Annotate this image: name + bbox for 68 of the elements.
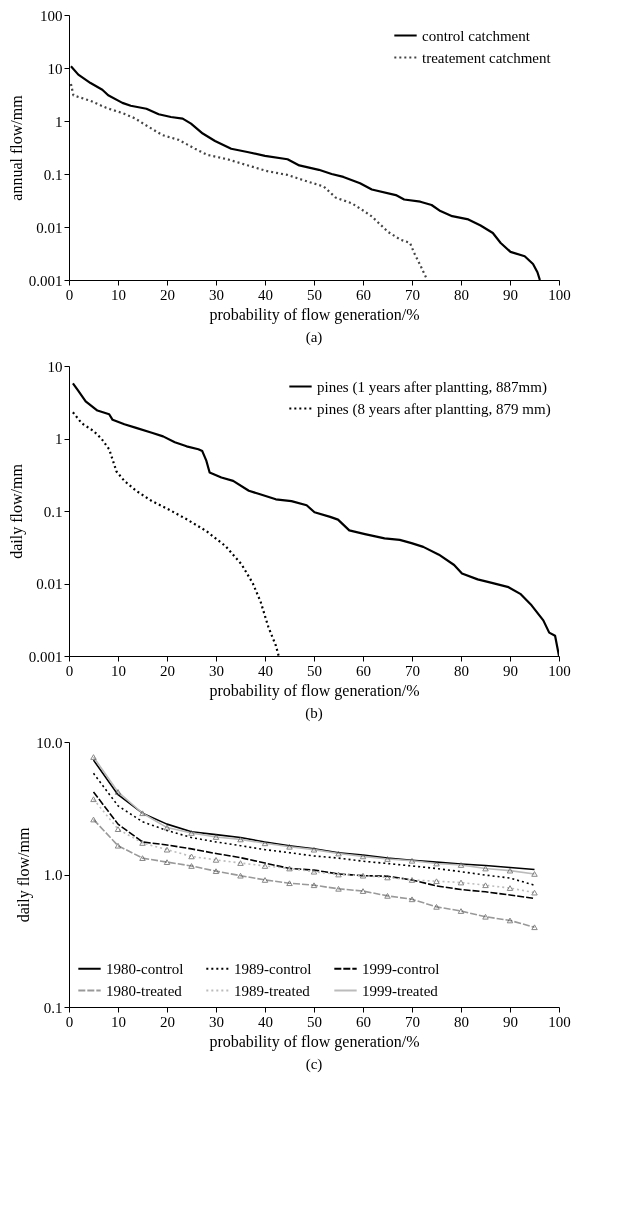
x-tick-label: 100 <box>548 1013 571 1030</box>
legend-label: pines (1 years after plantting, 887mm) <box>317 378 547 396</box>
y-tick-label: 10 <box>47 60 63 77</box>
x-tick-label: 50 <box>307 286 322 303</box>
y-tick-label: 0.001 <box>28 272 63 289</box>
text: (a) <box>305 329 323 346</box>
x-tick-label: 40 <box>258 286 273 303</box>
x-tick-label: 30 <box>209 1013 224 1030</box>
y-axis-title: daily flow/mm <box>7 463 26 559</box>
legend-label: 1999-control <box>362 960 440 977</box>
legend-label: 1989-control <box>234 960 312 977</box>
x-tick-label: 70 <box>405 286 420 303</box>
x-tick-label: 80 <box>454 286 469 303</box>
legend-label: 1999-treated <box>362 982 439 999</box>
y-tick-label: 1 <box>55 431 63 447</box>
y-tick-label: 0.1 <box>43 999 63 1016</box>
x-tick-label: 10 <box>111 662 126 679</box>
x-axis-title: probability of flow generation/% <box>209 305 420 324</box>
y-tick-label: 0.01 <box>36 576 63 592</box>
x-tick-label: 60 <box>356 662 371 679</box>
y-tick-label: 0.01 <box>36 219 63 236</box>
line-series <box>92 772 536 887</box>
x-tick-label: 70 <box>405 662 420 679</box>
x-tick-label: 60 <box>356 1013 371 1030</box>
x-tick-label: 10 <box>111 1013 126 1030</box>
legend-label: 1980-treated <box>106 982 183 999</box>
x-tick-label: 80 <box>454 662 469 679</box>
legend-label: treatement catchment <box>422 49 552 66</box>
y-tick-label: 0.001 <box>28 648 63 665</box>
legend-label: pines (8 years after plantting, 879 mm) <box>317 400 551 418</box>
x-tick-label: 100 <box>548 662 571 679</box>
x-axis-title: probability of flow generation/% <box>209 1032 420 1051</box>
x-tick-label: 40 <box>258 662 273 679</box>
text: (b) <box>305 705 323 722</box>
y-tick-label: 100 <box>40 7 63 24</box>
x-tick-label: 60 <box>356 286 371 303</box>
x-tick-label: 30 <box>209 662 224 679</box>
legend-label: 1980-control <box>106 960 184 977</box>
y-tick-label: 10.0 <box>36 734 63 751</box>
y-tick-label: 10 <box>47 358 63 375</box>
y-axis-title: annual flow/mm <box>7 94 25 201</box>
x-tick-label: 100 <box>548 286 571 303</box>
x-tick-label: 50 <box>307 1013 322 1030</box>
x-axis-title: probability of flow generation/% <box>209 681 420 700</box>
x-tick-label: 90 <box>503 1013 518 1030</box>
x-tick-label: 20 <box>160 286 175 303</box>
y-tick-label: 0.1 <box>43 503 63 520</box>
y-tick-label: 1.0 <box>43 867 63 883</box>
x-tick-label: 20 <box>160 662 175 679</box>
x-tick-label: 90 <box>503 662 518 679</box>
x-tick-label: 90 <box>503 286 518 303</box>
y-tick-label: 1 <box>55 113 63 130</box>
x-tick-label: 0 <box>65 1013 74 1030</box>
x-tick-label: 80 <box>454 1013 469 1030</box>
x-tick-label: 20 <box>160 1013 175 1030</box>
text: (c) <box>305 1056 323 1073</box>
x-tick-label: 70 <box>405 1013 420 1030</box>
line-series <box>69 82 429 280</box>
y-tick-label: 0.1 <box>43 166 63 183</box>
legend-label: 1989-treated <box>234 982 311 999</box>
x-tick-label: 50 <box>307 662 322 679</box>
x-tick-label: 40 <box>258 1013 273 1030</box>
legend-label: control catchment <box>422 27 531 44</box>
x-tick-label: 0 <box>65 286 74 303</box>
x-tick-label: 10 <box>111 286 126 303</box>
x-tick-label: 30 <box>209 286 224 303</box>
y-axis-title: daily flow/mm <box>15 827 34 923</box>
x-tick-label: 0 <box>65 662 74 679</box>
